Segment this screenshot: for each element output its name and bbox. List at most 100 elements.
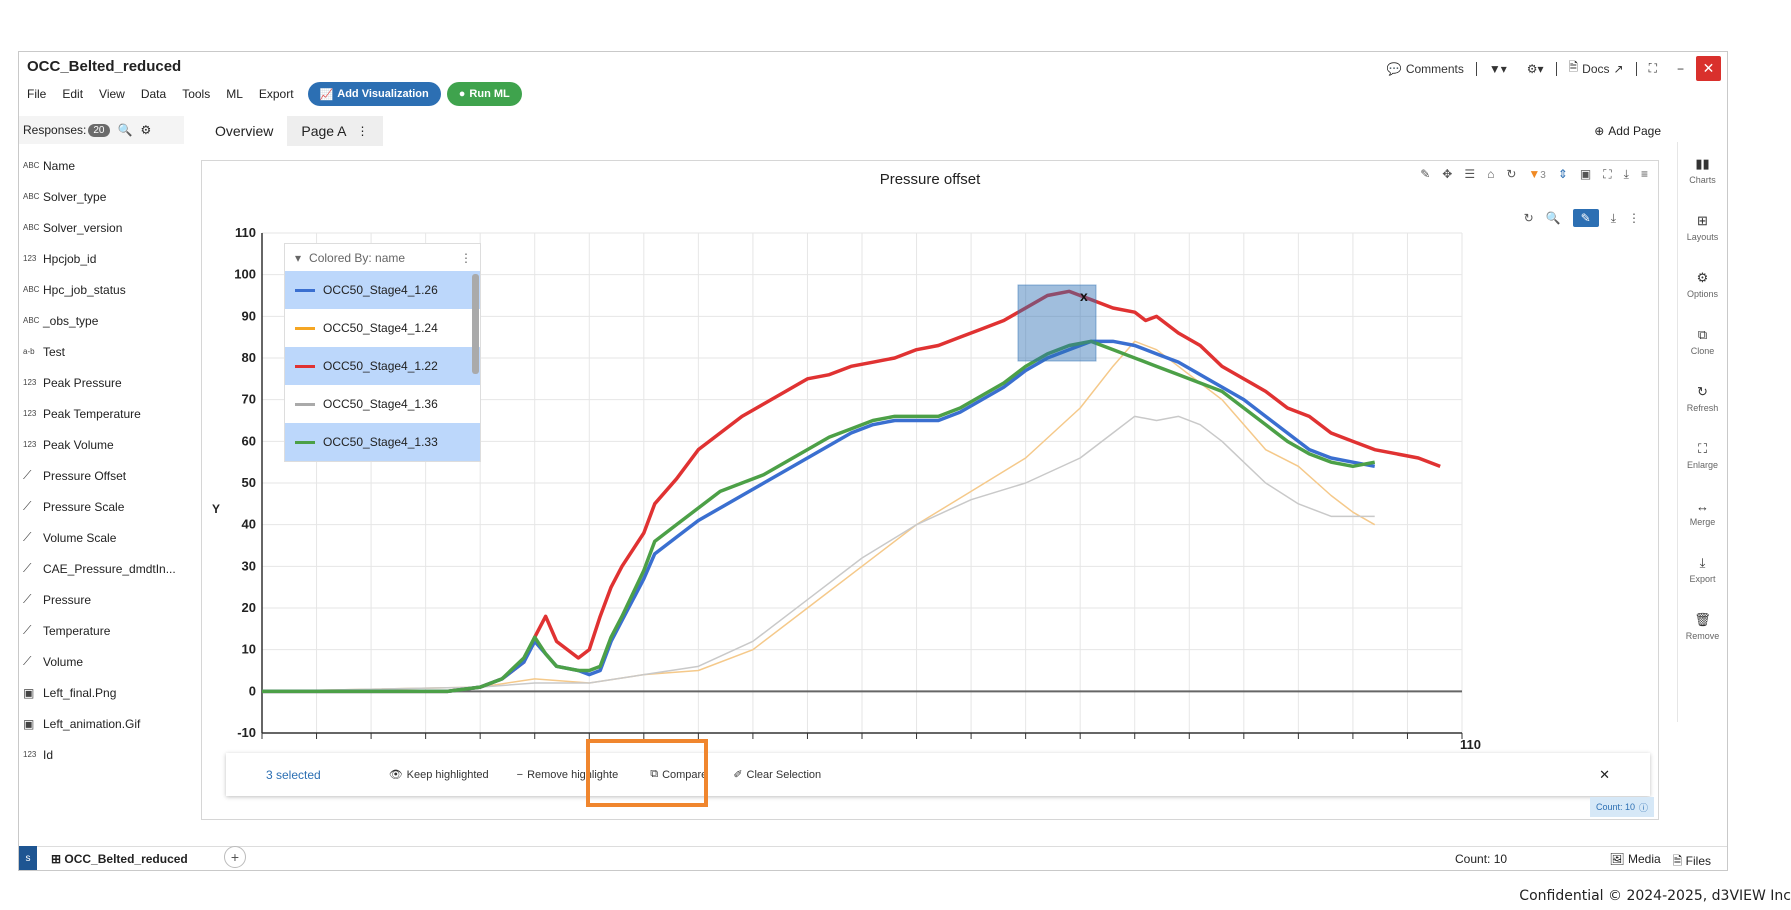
menu-tools[interactable]: Tools (182, 87, 211, 101)
reset-icon[interactable]: ↻ (1523, 211, 1534, 225)
comments-button[interactable]: 💬 Comments (1386, 61, 1464, 76)
brush-selection[interactable] (1017, 284, 1097, 362)
gear-icon[interactable]: ⚙ (140, 123, 152, 137)
collapse-icon[interactable]: ▾ (295, 250, 302, 265)
legend-scrollbar[interactable] (472, 274, 479, 374)
dataset-tab[interactable]: ⊞ OCC_Belted_reduced (51, 852, 188, 866)
sidebar-item[interactable]: 123 Hpcjob_id (19, 243, 184, 274)
sidebar-item[interactable]: a-b Test (19, 336, 184, 367)
files-link[interactable]: 🗎 Files (1672, 854, 1711, 868)
series-line[interactable] (262, 289, 1441, 694)
rail-merge[interactable]: ↔ Merge (1678, 484, 1727, 541)
close-icon[interactable]: ✕ (1599, 767, 1610, 782)
sidebar-item[interactable]: ⟋ Volume Scale (19, 522, 184, 553)
menu-icon[interactable]: ≡ (1640, 167, 1648, 181)
sidebar-item[interactable]: ABC Hpc_job_status (19, 274, 184, 305)
sidebar-item[interactable]: 123 Id (19, 739, 184, 770)
plus-circle-icon: ⊕ (1594, 124, 1605, 138)
menu-edit[interactable]: Edit (62, 87, 84, 101)
sidebar-item[interactable]: 123 Peak Temperature (19, 398, 184, 429)
more-icon[interactable]: ⋮ (1628, 211, 1640, 225)
sort-icon[interactable]: ⇕ (1557, 167, 1568, 181)
zoom-icon[interactable]: 🔍 (1545, 211, 1561, 225)
rail-clone[interactable]: ⧉ Clone (1678, 313, 1727, 370)
clear-selection-button[interactable]: ✐ Clear Selection (733, 768, 822, 782)
image-icon: ▣ (23, 716, 35, 731)
menu-file[interactable]: File (27, 87, 47, 101)
legend-item[interactable]: OCC50_Stage4_1.33 (285, 423, 480, 461)
run-ml-button[interactable]: ● Run ML (446, 82, 522, 106)
save-icon[interactable]: ▣ (1579, 167, 1592, 181)
add-page-button[interactable]: ⊕ Add Page (1594, 124, 1661, 138)
series-line[interactable] (262, 339, 1376, 694)
rail-charts[interactable]: ▮▮ Charts (1678, 142, 1727, 199)
sidebar-item[interactable]: ⟋ Pressure Scale (19, 491, 184, 522)
sidebar-item[interactable]: ABC Solver_type (19, 181, 184, 212)
add-visualization-button[interactable]: 📈 Add Visualization (307, 82, 441, 106)
panel-toggle[interactable]: s (19, 846, 37, 870)
settings-dropdown[interactable]: ⚙▾ (1519, 62, 1552, 76)
export-icon: ⤓ (1699, 555, 1706, 570)
y-tick-label: 100 (234, 267, 256, 282)
legend-item[interactable]: OCC50_Stage4_1.26 (285, 271, 480, 309)
docs-button[interactable]: 🗎 Docs ↗ (1561, 58, 1632, 79)
sidebar-item[interactable]: ABC _obs_type (19, 305, 184, 336)
kebab-menu-icon[interactable]: ⋮ (460, 250, 472, 265)
sidebar-item[interactable]: ABC Name (19, 150, 184, 181)
rail-options[interactable]: ⚙ Options (1678, 256, 1727, 313)
refresh-icon[interactable]: ↻ (1506, 167, 1517, 181)
minimize-button[interactable]: − (1669, 62, 1692, 76)
kebab-menu-icon[interactable]: ⋮ (356, 124, 369, 138)
rail-layouts[interactable]: ⊞ Layouts (1678, 199, 1727, 256)
download-icon[interactable]: ⤓ (1623, 167, 1629, 181)
rail-remove[interactable]: 🗑 Remove (1678, 598, 1727, 655)
tab-page-a[interactable]: Page A ⋮ (287, 116, 383, 146)
menu-data[interactable]: Data (140, 87, 167, 101)
rail-enlarge[interactable]: ⛶ Enlarge (1678, 427, 1727, 484)
sidebar-item-label: Peak Temperature (43, 406, 141, 421)
expand-icon[interactable]: ⛶ (1603, 167, 1612, 181)
fullscreen-button[interactable]: ⛶ (1641, 61, 1665, 76)
sidebar-item[interactable]: ⟋ Temperature (19, 615, 184, 646)
keep-highlighted-button[interactable]: 👁 Keep highlighted (388, 768, 489, 782)
menu-view[interactable]: View (99, 87, 125, 101)
legend-item[interactable]: OCC50_Stage4_1.24 (285, 309, 480, 347)
close-button[interactable]: ✕ (1696, 56, 1721, 81)
series-line[interactable] (261, 415, 1375, 693)
sidebar-item[interactable]: ⟋ Pressure (19, 584, 184, 615)
sidebar-item[interactable]: 123 Peak Volume (19, 429, 184, 460)
sidebar-item[interactable]: ⟋ CAE_Pressure_dmdtIn... (19, 553, 184, 584)
edit-icon[interactable]: ✎ (1420, 167, 1431, 181)
filter-icon[interactable]: ▼3 (1528, 167, 1546, 181)
filter-dropdown[interactable]: ▼▾ (1481, 62, 1515, 76)
legend-item[interactable]: OCC50_Stage4_1.22 (285, 347, 480, 385)
compare-button[interactable]: ⧉ Compare (650, 768, 708, 781)
y-tick-label: 0 (249, 683, 256, 698)
sidebar-item[interactable]: ABC Solver_version (19, 212, 184, 243)
sidebar-item[interactable]: 123 Peak Pressure (19, 367, 184, 398)
filter-icon: ▼▾ (1488, 61, 1507, 76)
rail-export[interactable]: ⤓ Export (1678, 541, 1727, 598)
media-link[interactable]: 🖼 Media (1609, 852, 1661, 866)
sidebar-item[interactable]: ▣ Left_final.Png (19, 677, 184, 708)
menu-export[interactable]: Export (258, 87, 294, 101)
selection-bar: 3 selected 👁 Keep highlighted − Remove hig… (226, 753, 1650, 796)
sidebar-item[interactable]: ⟋ Volume (19, 646, 184, 677)
remove-highlighted-button[interactable]: − Remove highlighte (516, 768, 619, 781)
sliders-icon[interactable]: ☰ (1464, 167, 1476, 181)
tab-overview[interactable]: Overview (215, 123, 274, 139)
sidebar-item-label: _obs_type (43, 313, 99, 328)
sidebar-item[interactable]: ▣ Left_animation.Gif (19, 708, 184, 739)
move-icon[interactable]: ✥ (1442, 167, 1453, 181)
legend-item[interactable]: OCC50_Stage4_1.36 (285, 385, 480, 423)
download-icon[interactable]: ⤓ (1610, 210, 1616, 225)
add-dataset-button[interactable]: + (224, 846, 246, 868)
sidebar-item-label: Solver_version (43, 220, 123, 235)
search-icon[interactable]: 🔍 (117, 123, 133, 137)
basket-icon[interactable]: ⌂ (1487, 167, 1495, 181)
menu-ml[interactable]: ML (226, 87, 243, 101)
brush-close-icon[interactable]: x (1080, 288, 1088, 304)
brush-icon[interactable]: ✎ (1572, 209, 1599, 227)
rail-refresh[interactable]: ↻ Refresh (1678, 370, 1727, 427)
sidebar-item[interactable]: ⟋ Pressure Offset (19, 460, 184, 491)
